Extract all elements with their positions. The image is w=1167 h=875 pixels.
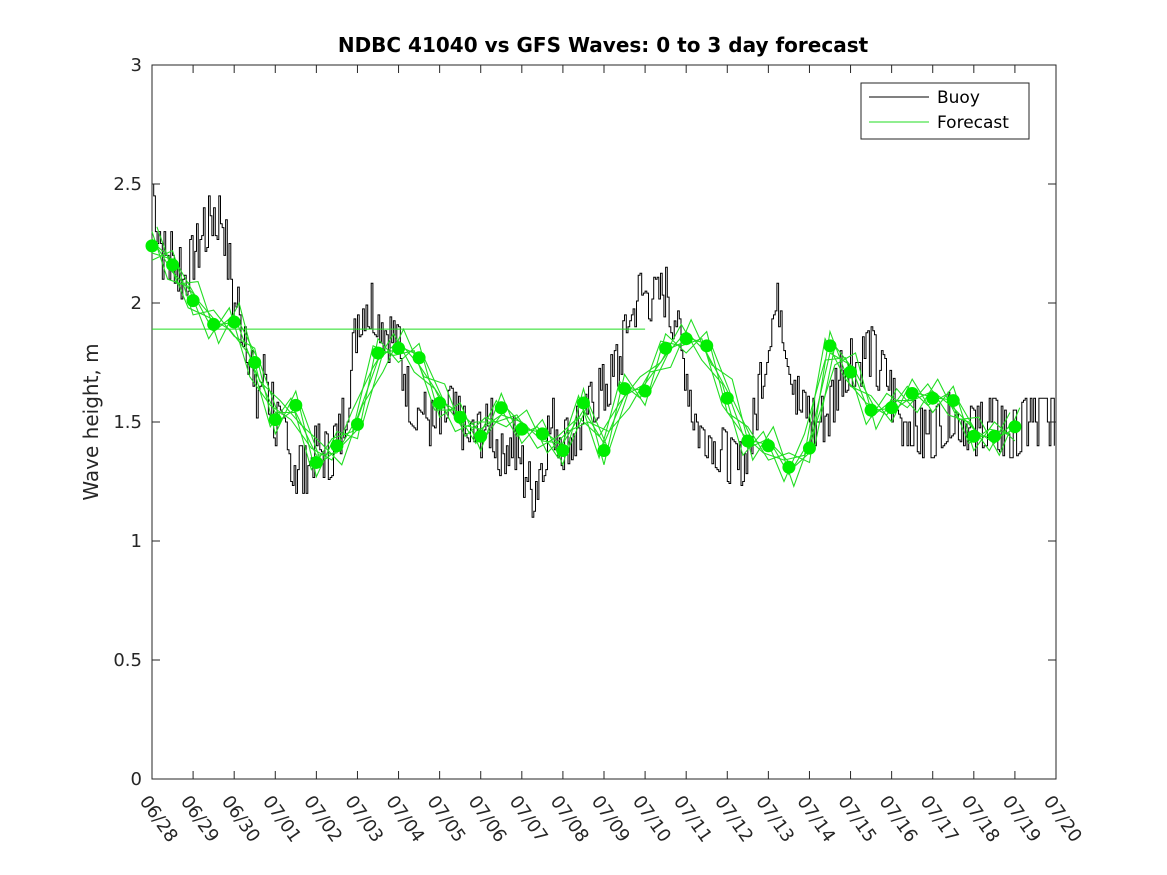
analysis-point — [453, 410, 467, 424]
analysis-point — [802, 441, 816, 455]
analysis-point — [926, 391, 940, 405]
analysis-point — [597, 444, 611, 458]
plot-area: 00.511.522.53 06/2806/2906/3007/0107/020… — [113, 55, 1086, 846]
x-tick-label: 07/04 — [381, 792, 428, 847]
x-tick-label: 07/11 — [669, 792, 716, 847]
legend-forecast-label: Forecast — [937, 113, 1009, 133]
x-tick-label: 07/12 — [710, 792, 757, 847]
legend: Buoy Forecast — [860, 82, 1030, 140]
analysis-point — [885, 401, 899, 415]
x-tick-label: 06/30 — [217, 792, 264, 847]
x-tick-label: 07/03 — [340, 792, 387, 847]
analysis-point — [720, 391, 734, 405]
analysis-point — [186, 294, 200, 308]
y-axis-ticks: 0 0.5 1 1.5 2 2.5 3 — [113, 55, 1056, 790]
y-tick-label: 1.5 — [113, 412, 142, 433]
analysis-point — [782, 460, 796, 474]
legend-box — [860, 82, 1030, 140]
x-tick-label: 07/01 — [258, 792, 305, 847]
y-axis-label: Wave height, m — [79, 343, 103, 500]
x-tick-label: 06/29 — [176, 792, 223, 847]
x-tick-label: 07/05 — [423, 792, 470, 847]
analysis-point — [309, 455, 323, 469]
analysis-point — [987, 429, 1001, 443]
analysis-point — [576, 396, 590, 410]
analysis-point — [433, 396, 447, 410]
analysis-point — [700, 339, 714, 353]
analysis-points — [145, 239, 1022, 474]
y-tick-label: 2 — [131, 293, 142, 314]
analysis-point — [412, 351, 426, 365]
analysis-point — [618, 382, 632, 396]
forecast-line — [151, 249, 1016, 479]
chart-title: NDBC 41040 vs GFS Waves: 0 to 3 day fore… — [338, 33, 869, 57]
x-tick-label: 07/19 — [998, 792, 1045, 847]
analysis-point — [248, 356, 262, 369]
x-tick-label: 07/06 — [464, 792, 511, 847]
analysis-point — [741, 434, 755, 448]
x-tick-label: 07/07 — [505, 792, 552, 847]
analysis-point — [145, 239, 159, 253]
legend-buoy-label: Buoy — [937, 88, 980, 108]
analysis-point — [1008, 420, 1022, 434]
x-tick-label: 07/16 — [875, 792, 922, 847]
x-tick-label: 07/14 — [792, 792, 839, 847]
analysis-point — [392, 341, 406, 355]
x-tick-label: 07/02 — [299, 792, 346, 847]
x-tick-label: 07/17 — [916, 792, 963, 847]
x-tick-label: 07/13 — [751, 792, 798, 847]
analysis-point — [330, 439, 344, 453]
analysis-point — [371, 346, 385, 360]
forecast-series — [151, 226, 1021, 488]
x-tick-label: 07/08 — [546, 792, 593, 847]
analysis-point — [638, 384, 652, 398]
analysis-point — [679, 332, 693, 346]
analysis-point — [967, 429, 981, 443]
x-tick-label: 07/15 — [833, 792, 880, 847]
x-tick-label: 07/09 — [587, 792, 634, 847]
analysis-point — [350, 417, 364, 431]
forecast-line — [156, 226, 1021, 488]
analysis-point — [659, 341, 673, 355]
analysis-point — [823, 339, 837, 353]
analysis-point — [289, 398, 303, 412]
y-tick-label: 3 — [131, 55, 142, 76]
analysis-point — [166, 258, 180, 272]
analysis-point — [494, 401, 508, 415]
analysis-point — [535, 427, 549, 441]
analysis-point — [905, 386, 919, 400]
y-tick-label: 0 — [131, 769, 142, 790]
analysis-point — [864, 403, 878, 417]
analysis-point — [556, 444, 570, 458]
analysis-point — [844, 365, 858, 379]
y-tick-label: 2.5 — [113, 174, 142, 195]
analysis-point — [268, 413, 282, 427]
x-tick-label: 06/28 — [135, 792, 182, 847]
x-tick-label: 07/10 — [628, 792, 675, 847]
analysis-point — [946, 394, 960, 408]
forecast-line — [151, 252, 1011, 471]
analysis-point — [761, 439, 775, 453]
x-tick-label: 07/20 — [1039, 792, 1086, 847]
analysis-point — [207, 317, 221, 331]
analysis-point — [515, 422, 529, 436]
x-tick-label: 07/18 — [957, 792, 1004, 847]
y-tick-label: 0.5 — [113, 650, 142, 671]
analysis-point — [474, 429, 488, 443]
analysis-point — [227, 315, 241, 329]
y-tick-label: 1 — [131, 531, 142, 552]
